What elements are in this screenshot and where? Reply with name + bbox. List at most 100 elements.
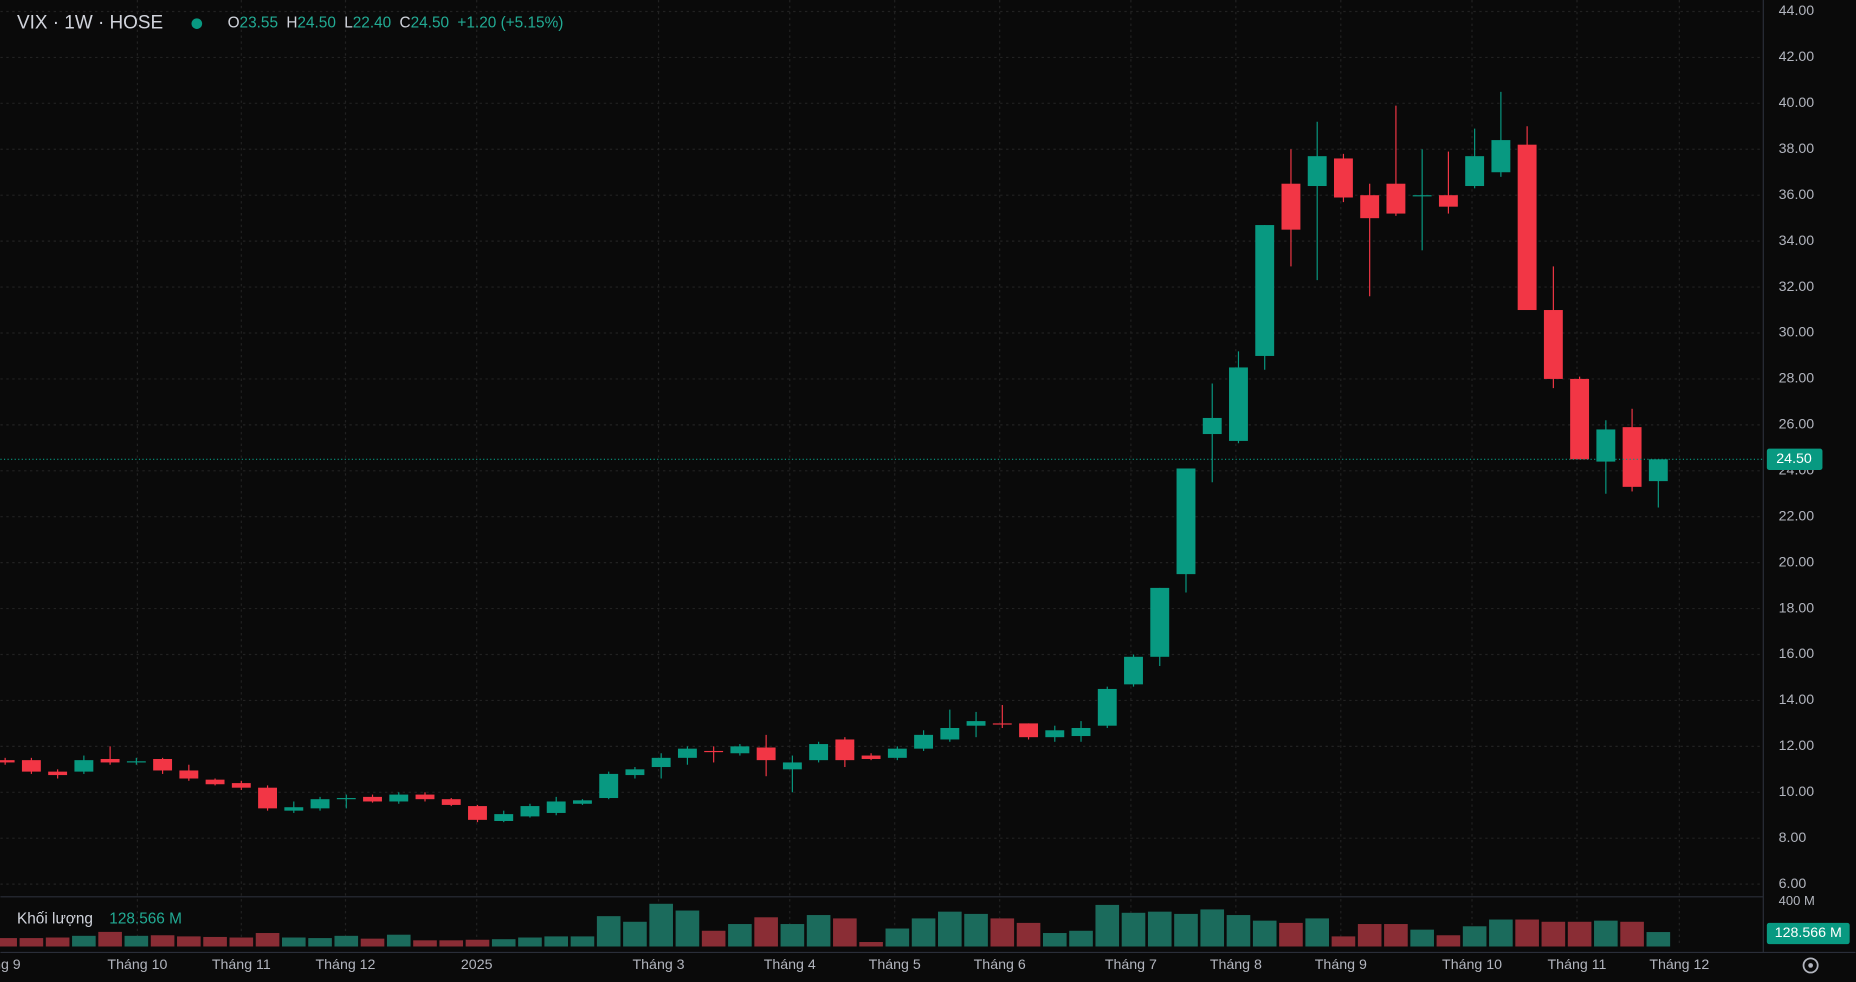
x-tick-label: Tháng 9: [0, 957, 21, 973]
candle-body: [651, 757, 671, 768]
settings-icon[interactable]: [1802, 957, 1819, 974]
y-tick-label: 16.00: [1779, 646, 1815, 662]
volume-bar: [649, 903, 673, 947]
candle-body: [1386, 183, 1406, 214]
volume-bar: [833, 918, 857, 947]
y-tick-label: 34.00: [1779, 233, 1815, 249]
candle-body: [599, 773, 619, 799]
volume-bar: [334, 935, 359, 947]
y-tick-label: 26.00: [1779, 417, 1815, 433]
candle-body: [1491, 140, 1511, 173]
candle-body: [677, 748, 697, 758]
candle-body: [1176, 468, 1196, 575]
x-tick-label: Tháng 9: [1315, 957, 1367, 973]
volume-bar: [754, 917, 778, 947]
volume-bar: [1567, 921, 1592, 947]
candle-body: [100, 758, 120, 763]
legend-value: 24.50: [411, 15, 449, 32]
volume-badge: [1766, 922, 1850, 945]
x-tick-label: Tháng 11: [1548, 957, 1607, 973]
candle-body: [1124, 656, 1143, 685]
volume-bar: [1410, 929, 1434, 947]
candle-body: [363, 796, 382, 802]
legend-key: L: [344, 15, 353, 32]
y-tick-label: 14.00: [1779, 692, 1815, 708]
candle-body: [1229, 367, 1248, 441]
candle-body: [625, 769, 645, 776]
volume-bar: [1620, 921, 1644, 947]
volume-bar: [544, 936, 569, 947]
candle-body: [1045, 730, 1065, 738]
candle-body: [468, 806, 487, 820]
volume-bar: [439, 940, 464, 947]
settings-gear[interactable]: [1802, 957, 1819, 974]
volume-bar: [1147, 911, 1172, 947]
volume-bar: [1226, 915, 1251, 947]
axes: 6.00 8.00 10.00 12.00 14.00 16.00 18.00 20.00 22…: [0, 3, 1850, 973]
candle-body: [1202, 417, 1222, 435]
volume-bar: [124, 935, 149, 947]
volume-bar: [360, 938, 385, 947]
candle-body: [1255, 225, 1275, 356]
volume-bar: [413, 940, 437, 947]
volume-bar: [1357, 924, 1382, 947]
candle-body: [966, 721, 986, 726]
volume-bar: [938, 911, 962, 947]
volume-bar: [0, 938, 17, 947]
legend-key: C: [400, 15, 411, 32]
y-tick-label: 32.00: [1779, 279, 1815, 295]
x-tick-label: Tháng 10: [1442, 957, 1502, 973]
x-tick-label: Tháng 11: [212, 957, 271, 973]
candle-body: [1543, 310, 1563, 379]
volume-bar: [701, 930, 726, 947]
volume-bar: [1095, 904, 1120, 947]
candle-body: [258, 787, 278, 809]
candle-body: [415, 794, 435, 800]
volume-tick-label: 400 M: [1779, 893, 1815, 908]
legend-key: O: [228, 15, 240, 32]
y-tick-label: 22.00: [1779, 508, 1815, 524]
x-tick-label: Tháng 8: [1210, 957, 1262, 973]
candle-body: [21, 760, 41, 772]
candle-body: [520, 806, 540, 817]
candle-body: [1019, 723, 1038, 738]
volume-bar: [675, 910, 700, 947]
candle-body: [284, 807, 304, 811]
candle-body: [1150, 587, 1170, 657]
volume-bar: [964, 913, 988, 947]
volume-bar: [1174, 913, 1198, 947]
candle-body: [1596, 429, 1616, 462]
y-tick-label: 18.00: [1779, 600, 1815, 616]
legend-value: 24.50: [297, 15, 335, 32]
candle-body: [231, 783, 251, 788]
y-tick-label: 44.00: [1779, 3, 1815, 19]
candle-body: [573, 800, 592, 804]
volume-title: Khối lượng: [17, 910, 93, 927]
volume-bar: [1069, 930, 1093, 947]
y-tick-label: 28.00: [1779, 371, 1815, 387]
x-tick-label: Tháng 12: [1649, 957, 1709, 973]
legend-value: 22.40: [353, 15, 391, 32]
candle-body: [940, 727, 960, 740]
volume-bar: [19, 938, 44, 947]
candle-body: [835, 739, 855, 761]
candle-body: [704, 750, 724, 753]
y-tick-label: 12.00: [1779, 738, 1815, 754]
candle-body: [1360, 195, 1380, 219]
market-status-dot[interactable]: [191, 18, 203, 29]
candle-body: [441, 799, 461, 805]
y-tick-label: 36.00: [1779, 187, 1815, 203]
volume-pane: [0, 903, 1671, 947]
legend-change: +1.20 (+5.15%): [457, 15, 563, 32]
volume-bar: [1279, 922, 1303, 947]
x-tick-label: 2025: [461, 957, 493, 973]
candle-body: [0, 760, 15, 763]
candle-body: [809, 744, 829, 761]
legend-key: H: [286, 15, 297, 32]
candle-body: [887, 748, 907, 758]
volume-bar: [1462, 926, 1487, 947]
volume-bar: [780, 924, 805, 947]
volume-bar: [255, 933, 280, 947]
